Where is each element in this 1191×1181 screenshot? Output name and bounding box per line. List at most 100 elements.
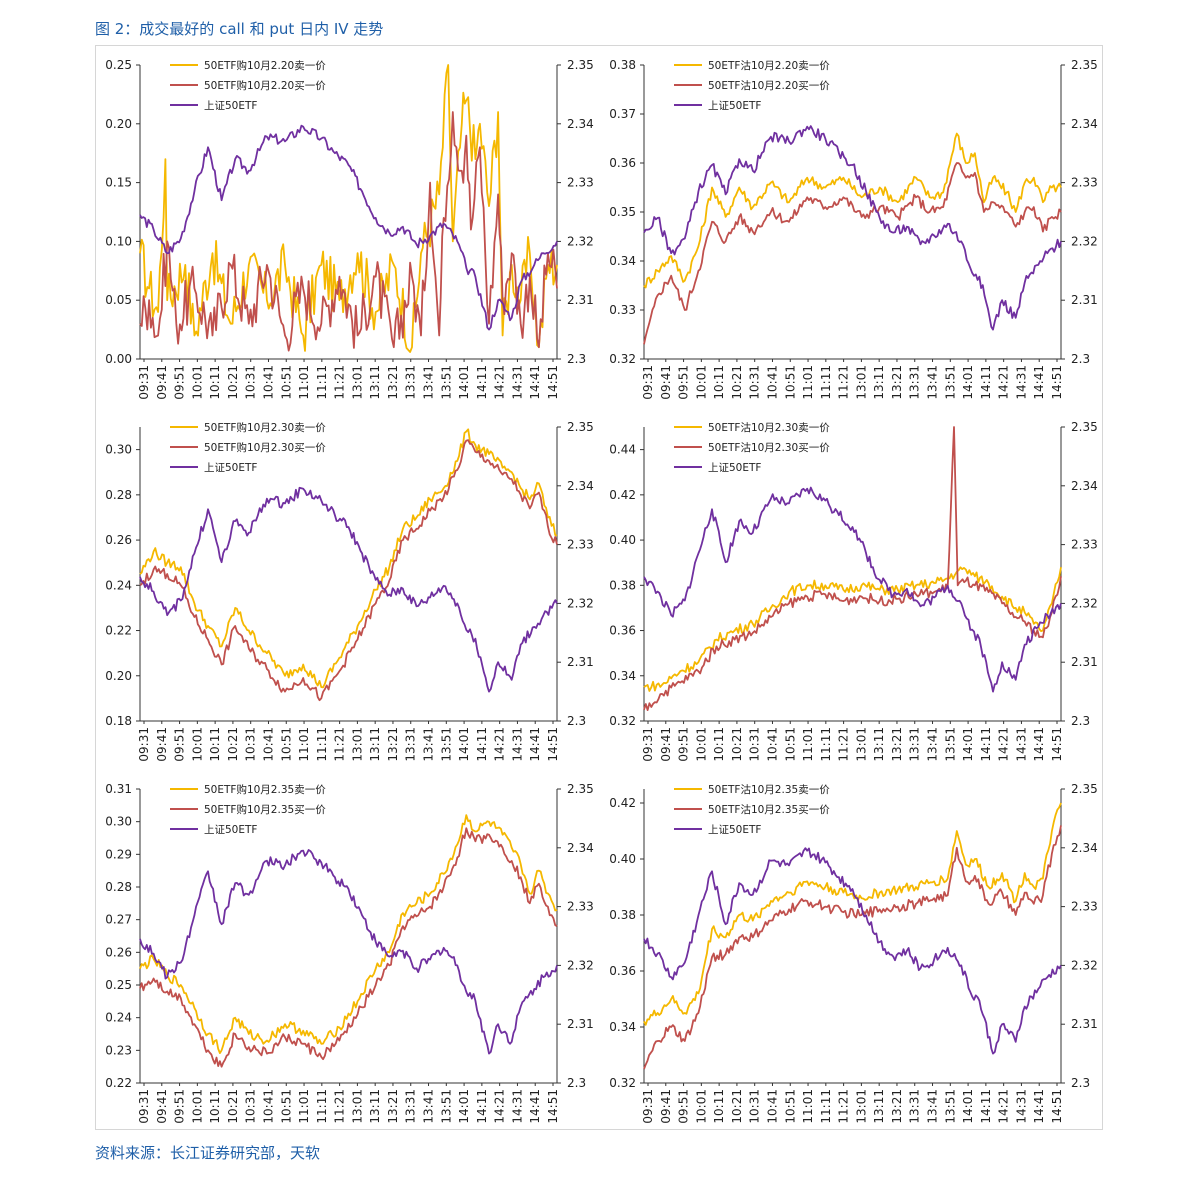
y-left-tick-label: 0.22 [105, 624, 132, 638]
y-right-tick-label: 2.35 [1071, 58, 1098, 72]
x-tick-label: 14:31 [510, 365, 524, 400]
y-left-tick-label: 0.35 [609, 205, 636, 219]
y-left-tick-label: 0.23 [105, 1043, 132, 1057]
x-tick-label: 10:21 [730, 365, 744, 400]
series-line-buy [643, 162, 1062, 345]
x-tick-label: 11:11 [819, 727, 833, 762]
x-tick-label: 09:41 [155, 1089, 169, 1124]
x-tick-label: 10:31 [748, 365, 762, 400]
x-tick-label: 11:01 [801, 727, 815, 762]
x-tick-label: 13:31 [404, 1089, 418, 1124]
legend-label: 50ETF沽10月2.20卖一价 [708, 59, 830, 72]
x-tick-label: 10:21 [226, 365, 240, 400]
y-left-tick-label: 0.37 [609, 107, 636, 121]
x-tick-label: 10:31 [748, 727, 762, 762]
y-right-tick-label: 2.35 [1071, 420, 1098, 434]
x-tick-label: 13:01 [350, 727, 364, 762]
x-tick-label: 14:01 [457, 727, 471, 762]
y-right-tick-label: 2.31 [1071, 293, 1098, 307]
panel-middle-right: 0.32 0.34 0.36 0.38 0.40 0.42 0.44 2.3 2.31 2.32 2… [599, 407, 1103, 769]
x-tick-label: 13:31 [908, 727, 922, 762]
series-line-sell [139, 814, 558, 1054]
x-tick-label: 09:51 [677, 727, 691, 762]
x-tick-label: 10:41 [765, 727, 779, 762]
legend-label: 上证50ETF [708, 462, 761, 474]
x-tick-label: 13:41 [926, 727, 940, 762]
x-tick-label: 09:51 [677, 1089, 691, 1124]
y-right-tick-label: 2.31 [567, 1017, 594, 1031]
chart-svg: 0.18 0.20 0.22 0.24 0.26 0.28 0.30 2.3 2.31 2.32 2… [105, 420, 594, 762]
y-left-tick-label: 0.25 [105, 58, 132, 72]
y-right-tick-label: 2.32 [1071, 234, 1098, 248]
x-tick-label: 11:21 [333, 365, 347, 400]
y-left-tick-label: 0.32 [609, 352, 636, 366]
x-tick-label: 13:01 [350, 365, 364, 400]
y-right-tick-label: 2.34 [567, 117, 594, 131]
x-tick-label: 10:11 [712, 1089, 726, 1124]
x-tick-label: 14:41 [528, 727, 542, 762]
x-tick-label: 10:11 [712, 365, 726, 400]
x-tick-label: 13:21 [386, 365, 400, 400]
series-line-buy [139, 439, 558, 702]
legend-label: 50ETF购10月2.20卖一价 [204, 59, 326, 72]
x-tick-label: 14:51 [1050, 727, 1064, 762]
x-tick-label: 14:41 [528, 365, 542, 400]
x-tick-label: 10:11 [208, 365, 222, 400]
y-right-tick-label: 2.35 [567, 58, 594, 72]
y-left-tick-label: 0.40 [609, 533, 636, 547]
x-tick-label: 13:51 [439, 1089, 453, 1124]
series-line-index [643, 125, 1062, 331]
x-tick-label: 10:41 [261, 727, 275, 762]
y-left-tick-label: 0.18 [105, 714, 132, 728]
y-left-tick-label: 0.36 [609, 624, 636, 638]
series-line-buy [139, 111, 558, 352]
x-tick-label: 11:01 [297, 1089, 311, 1124]
x-tick-label: 09:51 [173, 727, 187, 762]
x-tick-label: 13:11 [368, 365, 382, 400]
x-tick-label: 14:51 [1050, 1089, 1064, 1124]
y-right-tick-label: 2.32 [567, 958, 594, 972]
y-left-tick-label: 0.28 [105, 488, 132, 502]
x-tick-label: 10:11 [208, 1089, 222, 1124]
y-left-tick-label: 0.24 [105, 578, 132, 592]
x-tick-label: 13:21 [890, 365, 904, 400]
chart-svg: 0.32 0.34 0.36 0.38 0.40 0.42 2.3 2.31 2.32 2.33 2… [609, 782, 1098, 1124]
x-tick-label: 14:01 [457, 365, 471, 400]
y-left-tick-label: 0.38 [609, 908, 636, 922]
x-tick-label: 14:21 [493, 727, 507, 762]
x-tick-label: 10:51 [279, 365, 293, 400]
y-left-tick-label: 0.22 [105, 1076, 132, 1090]
series-line-sell [643, 132, 1062, 289]
x-tick-label: 13:51 [943, 1089, 957, 1124]
y-right-tick-label: 2.34 [567, 479, 594, 493]
x-tick-label: 10:41 [765, 365, 779, 400]
series-line-sell [139, 64, 558, 353]
y-left-tick-label: 0.42 [609, 488, 636, 502]
y-left-tick-label: 0.27 [105, 913, 132, 927]
x-tick-label: 11:11 [315, 1089, 329, 1124]
x-tick-label: 13:21 [386, 727, 400, 762]
y-left-tick-label: 0.25 [105, 978, 132, 992]
series-line-buy [139, 827, 558, 1068]
y-right-tick-label: 2.35 [1071, 782, 1098, 796]
y-right-tick-label: 2.33 [567, 176, 594, 190]
x-tick-label: 13:21 [890, 1089, 904, 1124]
y-right-tick-label: 2.34 [1071, 479, 1098, 493]
x-tick-label: 13:31 [908, 1089, 922, 1124]
legend-label: 上证50ETF [204, 462, 257, 474]
x-tick-label: 11:01 [297, 365, 311, 400]
y-right-tick-label: 2.3 [567, 714, 586, 728]
x-tick-label: 10:21 [226, 1089, 240, 1124]
x-tick-label: 10:01 [694, 727, 708, 762]
y-left-tick-label: 0.29 [105, 847, 132, 861]
x-tick-label: 14:51 [1050, 365, 1064, 400]
x-tick-label: 14:01 [457, 1089, 471, 1124]
x-tick-label: 10:41 [765, 1089, 779, 1124]
y-left-tick-label: 0.26 [105, 945, 132, 959]
legend-label: 50ETF沽10月2.30卖一价 [708, 421, 830, 434]
panel-top-left: 0.00 0.05 0.10 0.15 0.20 0.25 2.3 2.31 2.32 2.33 2… [95, 45, 599, 407]
y-right-tick-label: 2.31 [1071, 1017, 1098, 1031]
x-tick-label: 13:21 [890, 727, 904, 762]
x-tick-label: 14:21 [493, 1089, 507, 1124]
x-tick-label: 13:01 [854, 1089, 868, 1124]
